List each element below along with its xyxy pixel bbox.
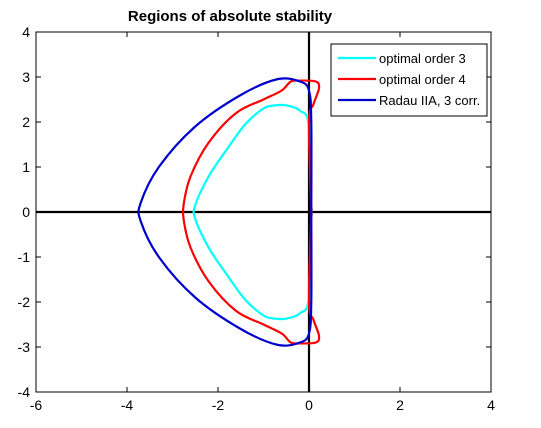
y-tick-label: 2 (22, 114, 30, 130)
y-tick-label: -2 (18, 294, 31, 310)
legend: optimal order 3 optimal order 4 Radau IIA,… (330, 43, 488, 117)
y-tick-label: -3 (18, 339, 31, 355)
x-tick-label: -6 (30, 397, 43, 413)
y-tick-label: 0 (22, 204, 30, 220)
y-tick-label: 1 (22, 159, 30, 175)
x-tick-label: -4 (121, 397, 134, 413)
series-line-radau-iia (137, 77, 313, 347)
chart-title: Regions of absolute stability (128, 8, 333, 25)
legend-label-radau-iia: Radau IIA, 3 corr. (379, 93, 480, 108)
y-tick-label: -1 (18, 249, 31, 265)
legend-label-optimal-order-4: optimal order 4 (379, 72, 466, 87)
y-tick-label: -4 (18, 384, 31, 400)
series-line-optimal-order-4 (181, 79, 321, 345)
y-tick-label: 3 (22, 69, 30, 85)
x-tick-label: -2 (212, 397, 225, 413)
x-tick-label: 4 (487, 397, 495, 413)
series-curves (137, 77, 321, 347)
y-tick-label: 4 (22, 24, 30, 40)
legend-label-optimal-order-3: optimal order 3 (379, 51, 466, 66)
x-tick-label: 2 (396, 397, 404, 413)
x-tick-label: 0 (305, 397, 313, 413)
series-line-optimal-order-3 (192, 103, 313, 321)
